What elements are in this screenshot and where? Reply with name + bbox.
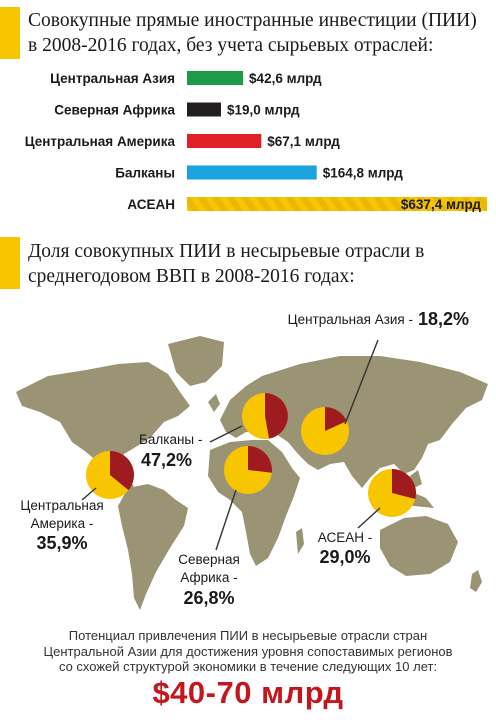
value-north-africa: 26,8% (183, 588, 234, 608)
value-central-america: 35,9% (36, 533, 87, 553)
pie-region-3-slice (248, 446, 273, 473)
label-north-africa-1: Северная (178, 552, 240, 567)
bar-3 (187, 165, 317, 180)
pie-region-0-slice (325, 407, 347, 431)
pie-chart-title: Доля совокупных ПИИ в несырьевые отрасли… (28, 241, 425, 287)
pie-region-2-slice (110, 451, 135, 491)
pie-region-1-slice (265, 393, 288, 439)
label-central-asia: Центральная Азия - (288, 312, 413, 327)
bar-value-label-1: $19,0 млрд (227, 103, 300, 118)
bar-value-label-4: $637,4 млрд (401, 197, 482, 212)
heading-accent-bar-2 (0, 237, 20, 289)
label-north-africa-2: Африка - (180, 570, 237, 585)
bar-4 (187, 197, 487, 211)
label-balkans: Балканы - (139, 432, 202, 447)
bar-value-label-3: $164,8 млрд (323, 166, 404, 181)
bar-chart-title: Совокупные прямые иностранные инвестиции… (28, 10, 477, 56)
bar-category-2: Центральная Америка (25, 134, 176, 149)
potential-value: $40-70 млрд (152, 675, 344, 710)
pie-region-4-slice (392, 469, 417, 499)
bar-0 (187, 71, 244, 85)
potential-description: Потенциал привлечения ПИИ в несырьевые о… (10, 628, 486, 675)
bar-1 (187, 102, 221, 117)
bar-category-4: АСЕАН (127, 197, 175, 212)
potential-line-3: со схожей структурой экономики в течение… (58, 659, 438, 674)
leader-line-0 (344, 339, 379, 425)
label-central-america-1: Центральная (20, 498, 103, 513)
value-central-asia: 18,2% (418, 309, 469, 329)
bar-category-3: Балканы (115, 166, 175, 181)
heading-accent-bar (0, 7, 20, 59)
world-map: Центральная Азия - 18,2% Балканы - 47,2%… (16, 309, 488, 610)
bar-category-0: Центральная Азия (50, 71, 175, 86)
potential-line-1: Потенциал привлечения ПИИ в несырьевые о… (68, 628, 428, 643)
leader-line-4 (357, 507, 381, 529)
label-central-america-2: Америка - (31, 516, 94, 531)
label-asean: АСЕАН - (318, 530, 372, 545)
leader-line-3 (215, 489, 237, 551)
bar-value-label-2: $67,1 млрд (267, 134, 340, 149)
value-asean: 29,0% (319, 547, 370, 567)
bar-2 (187, 134, 262, 148)
bar-value-label-0: $42,6 млрд (249, 71, 322, 86)
bar-category-1: Северная Африка (54, 103, 175, 118)
leader-line-2 (81, 487, 97, 501)
fdi-bar-chart: Центральная Азия $42,6 млрд Северная Африк… (25, 71, 487, 212)
potential-line-2: Центральной Азии для достижения уровня с… (43, 643, 453, 659)
leader-line-1 (209, 425, 243, 443)
value-balkans: 47,2% (141, 450, 192, 470)
